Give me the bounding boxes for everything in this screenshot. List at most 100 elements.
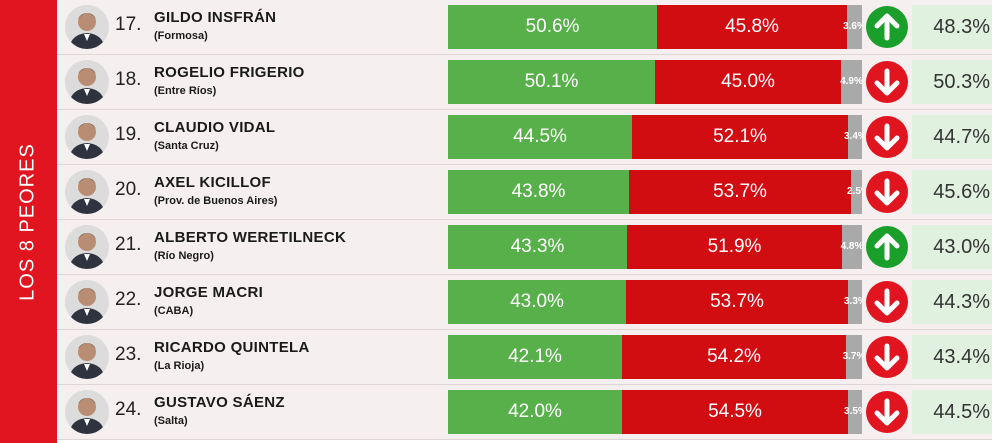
governor-name: ALBERTO WERETILNECK: [154, 229, 347, 246]
province-label: (Salta): [154, 415, 188, 427]
neutral-segment: [841, 60, 862, 104]
disapproval-segment: [622, 335, 846, 379]
approval-segment: [448, 170, 629, 214]
rank-number: 21.: [115, 234, 142, 255]
arrow-up-icon: [865, 5, 909, 49]
disapproval-value: 54.5%: [708, 401, 762, 422]
previous-value: 45.6%: [933, 181, 990, 203]
rank-number: 18.: [115, 69, 142, 90]
approval-bar: 43.8% 53.7% 2.5%: [448, 170, 862, 214]
province-label: (Santa Cruz): [154, 140, 219, 152]
province-label: (Formosa): [154, 30, 208, 42]
disapproval-segment: [632, 115, 848, 159]
avatar: [65, 225, 109, 269]
approval-bar: 42.0% 54.5% 3.5%: [448, 390, 862, 434]
approval-bar: 50.1% 45.0% 4.9%: [448, 60, 862, 104]
approval-bar: 43.3% 51.9% 4.8%: [448, 225, 862, 269]
rank-number: 20.: [115, 179, 142, 200]
previous-value: 48.3%: [933, 16, 990, 38]
disapproval-value: 45.8%: [725, 16, 779, 37]
table-row: 24. GUSTAVO SÁENZ (Salta) 42.0% 54.5% 3.5% 44.…: [57, 385, 992, 440]
neutral-value: 2.5%: [847, 186, 862, 197]
governor-name: JORGE MACRI: [154, 284, 264, 301]
approval-value: 42.0%: [508, 401, 562, 422]
approval-segment: [448, 335, 622, 379]
rank-number: 17.: [115, 14, 142, 35]
table-row: 19. CLAUDIO VIDAL (Santa Cruz) 44.5% 52.1% 3.…: [57, 110, 992, 165]
approval-segment: [448, 225, 627, 269]
approval-segment: [448, 390, 622, 434]
previous-value-box: 43.0%: [912, 225, 992, 269]
table-row: 20. AXEL KICILLOF (Prov. de Buenos Aires) 4…: [57, 165, 992, 220]
disapproval-segment: [629, 170, 851, 214]
approval-segment: [448, 115, 632, 159]
disapproval-value: 53.7%: [710, 291, 764, 312]
approval-segment: [448, 280, 626, 324]
previous-value: 44.7%: [933, 126, 990, 148]
province-label: (La Rioja): [154, 360, 205, 372]
arrow-down-icon: [865, 115, 909, 159]
disapproval-value: 51.9%: [707, 236, 762, 257]
neutral-value: 3.5%: [844, 406, 862, 417]
neutral-value: 3.6%: [843, 21, 862, 32]
arrow-down-icon: [865, 280, 909, 324]
previous-value: 43.4%: [933, 346, 990, 368]
previous-value: 44.3%: [933, 291, 990, 313]
neutral-value: 3.4%: [844, 131, 862, 142]
previous-value-box: 44.7%: [912, 115, 992, 159]
previous-value-box: 45.6%: [912, 170, 992, 214]
approval-value: 42.1%: [508, 346, 562, 367]
previous-value: 50.3%: [933, 71, 990, 93]
table-row: 21. ALBERTO WERETILNECK (Río Negro) 43.3% 51…: [57, 220, 992, 275]
previous-value-box: 44.5%: [912, 390, 992, 434]
disapproval-value: 54.2%: [707, 346, 761, 367]
neutral-segment: [848, 390, 862, 434]
province-label: (CABA): [154, 305, 194, 317]
disapproval-segment: [627, 225, 842, 269]
neutral-value: 3.3%: [844, 296, 862, 307]
previous-value-box: 44.3%: [912, 280, 992, 324]
approval-segment: [448, 5, 657, 49]
side-strip: LOS 8 PEORES: [0, 0, 57, 443]
disapproval-value: 52.1%: [713, 126, 767, 147]
ranking-list: 17. GILDO INSFRÁN (Formosa) 50.6% 45.8% 3.6% 4…: [57, 0, 992, 443]
governor-name: GILDO INSFRÁN: [154, 9, 277, 26]
neutral-segment: [846, 335, 862, 379]
neutral-value: 3.7%: [842, 351, 862, 362]
avatar: [65, 280, 109, 324]
previous-value: 43.0%: [933, 236, 990, 258]
neutral-value: 4.8%: [840, 241, 862, 252]
avatar: [65, 390, 109, 434]
avatar: [65, 60, 109, 104]
previous-value-box: 48.3%: [912, 5, 992, 49]
governor-name: ROGELIO FRIGERIO: [154, 64, 305, 81]
table-row: 18. ROGELIO FRIGERIO (Entre Ríos) 50.1% 45.0…: [57, 55, 992, 110]
previous-value-box: 50.3%: [912, 60, 992, 104]
province-label: (Río Negro): [154, 250, 214, 262]
approval-value: 43.3%: [510, 236, 565, 257]
disapproval-segment: [622, 390, 848, 434]
neutral-segment: [851, 170, 862, 214]
disapproval-segment: [655, 60, 841, 104]
arrow-down-icon: [865, 60, 909, 104]
disapproval-value: 45.0%: [721, 71, 775, 92]
neutral-value: 4.9%: [840, 76, 862, 87]
approval-value: 43.8%: [511, 181, 566, 202]
table-row: 22. JORGE MACRI (CABA) 43.0% 53.7% 3.3% 44.3%: [57, 275, 992, 330]
avatar: [65, 170, 109, 214]
approval-value: 50.1%: [524, 71, 579, 92]
approval-bar: 43.0% 53.7% 3.3%: [448, 280, 862, 324]
table-row: 23. RICARDO QUINTELA (La Rioja) 42.1% 54.2% 3…: [57, 330, 992, 385]
disapproval-value: 53.7%: [713, 181, 767, 202]
approval-value: 44.5%: [513, 126, 567, 147]
neutral-segment: [847, 5, 862, 49]
approval-bar: 44.5% 52.1% 3.4%: [448, 115, 862, 159]
approval-bar: 42.1% 54.2% 3.7%: [448, 335, 862, 379]
avatar: [65, 5, 109, 49]
arrow-down-icon: [865, 170, 909, 214]
governor-name: CLAUDIO VIDAL: [154, 119, 276, 136]
avatar: [65, 335, 109, 379]
disapproval-segment: [657, 5, 847, 49]
province-label: (Prov. de Buenos Aires): [154, 195, 278, 207]
neutral-segment: [842, 225, 862, 269]
